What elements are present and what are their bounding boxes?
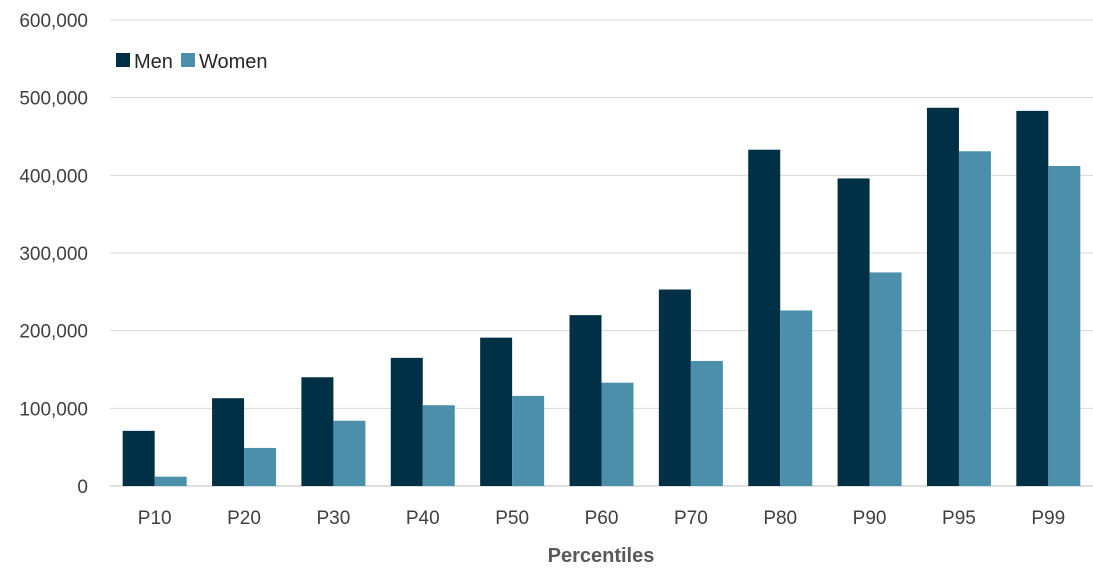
x-tick-label: P90 [853,508,887,529]
y-axis-ticks: 0 100,000 200,000 300,000 400,000 500,000 600,… [19,11,88,498]
x-tick-label: P20 [227,508,261,529]
bar-women-p99 [1048,166,1081,486]
x-tick-label: P10 [138,508,172,529]
bar-women-p60 [601,382,634,486]
y-tick-label: 600,000 [19,11,88,32]
y-tick-label: 400,000 [19,166,88,187]
bar-women-p30 [333,420,366,486]
bar-men-p95 [926,107,959,486]
x-tick-label: P50 [495,508,529,529]
bar-women-p50 [512,395,545,486]
bar-women-p10 [154,476,187,486]
y-tick-label: 300,000 [19,244,88,265]
y-tick-label: 500,000 [19,89,88,110]
x-axis-ticks: P10 P20 P30 P40 P50 P60 P70 P80 P90 P95 P99 [138,508,1065,529]
y-tick-label: 100,000 [19,399,88,420]
bar-women-p90 [869,272,902,486]
legend-label-women: Women [199,51,268,73]
bar-men-p99 [1016,110,1049,487]
bar-men-p20 [212,398,245,486]
bar-men-p40 [390,357,423,486]
y-tick-label: 0 [77,477,88,498]
bar-men-p10 [122,430,155,486]
legend-label-men: Men [134,51,173,73]
bar-men-p50 [480,337,513,486]
y-tick-label: 200,000 [19,322,88,343]
x-tick-label: P99 [1031,508,1065,529]
x-tick-label: P40 [406,508,440,529]
legend-swatch-men [116,53,130,67]
bar-men-p70 [658,289,691,486]
x-axis-title: Percentiles [548,545,655,567]
bar-women-p20 [244,447,277,486]
x-tick-label: P80 [763,508,797,529]
bar-men-p60 [569,315,602,486]
bars [122,107,1081,487]
bar-men-p30 [301,377,334,486]
legend: Men Women [116,51,268,73]
bar-men-p80 [748,149,781,486]
x-tick-label: P70 [674,508,708,529]
x-tick-label: P60 [585,508,619,529]
legend-swatch-women [181,53,195,67]
x-tick-label: P95 [942,508,976,529]
bar-women-p70 [690,360,723,486]
x-tick-label: P30 [317,508,351,529]
bar-men-p90 [837,178,870,486]
bar-women-p95 [958,151,991,487]
bar-women-p40 [422,405,455,486]
bar-women-p80 [780,310,813,486]
